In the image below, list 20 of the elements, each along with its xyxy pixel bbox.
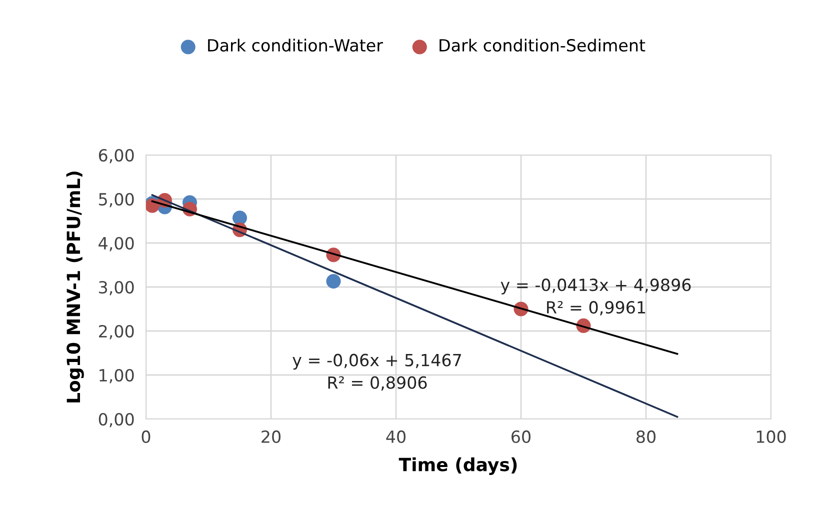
y-tick-label: 1,00: [100, 368, 134, 384]
y-tick-label: 3,00: [99, 280, 134, 296]
point: [326, 274, 341, 289]
x-tick-label: 80: [636, 430, 656, 444]
y-tick-label: 5,00: [99, 192, 134, 208]
y-tick-label: 2,00: [99, 324, 134, 340]
y-tick-label: 6,00: [98, 148, 134, 164]
annotation: y = -0,06x + 5,1467 R² = 0,8906: [292, 354, 461, 391]
x-axis-title: Time (days): [398, 457, 517, 475]
y-tick-label: 0,00: [98, 412, 134, 428]
x-tick-label: 100: [756, 430, 786, 444]
y-tick-label: 4,00: [98, 236, 134, 252]
legend-label: Dark condition-Sediment: [440, 38, 646, 52]
x-tick-label: 20: [262, 430, 280, 444]
annotation: y = -0,0413x + 4,9896 R² = 0,9961: [500, 278, 691, 316]
x-tick-label: 40: [386, 430, 406, 444]
x-tick-label: 60: [512, 430, 530, 444]
x-tick-label: 0: [142, 430, 150, 444]
legend-label: Dark condition-Water: [208, 38, 383, 52]
y-axis-title: Log10 MNV-1 (PFU/mL): [66, 172, 84, 402]
